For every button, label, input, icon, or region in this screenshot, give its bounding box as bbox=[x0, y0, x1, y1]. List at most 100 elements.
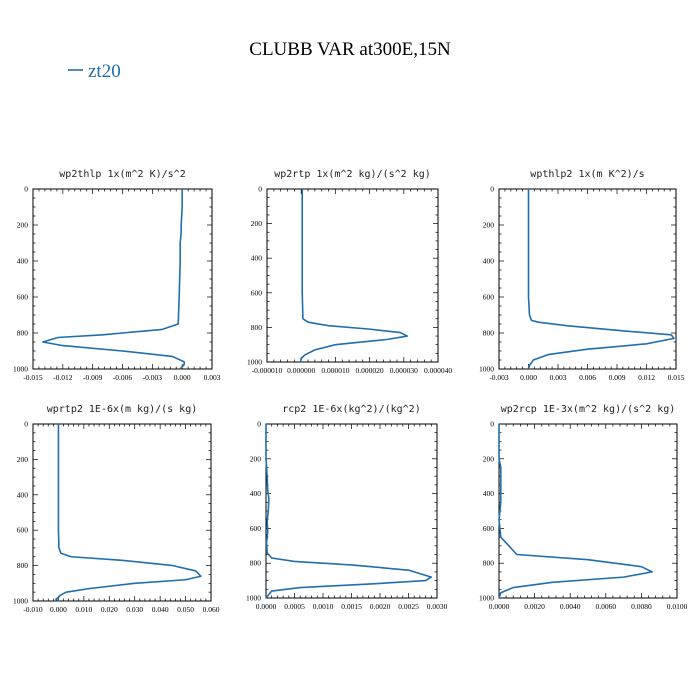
chart-panel-4: wprtp2 1E-6x(m kg)/(s kg) 0 200 400 600 800 10… bbox=[13, 404, 220, 614]
y-tick-label: 200 bbox=[251, 219, 263, 228]
x-tick-label: -0.009 bbox=[83, 373, 103, 382]
y-tick-label: 600 bbox=[483, 293, 495, 302]
x-tick-label: 0.030 bbox=[126, 605, 143, 614]
x-tick-label: 0.0030 bbox=[427, 602, 448, 611]
x-tick-label: 0.015 bbox=[668, 373, 685, 382]
panel-title: wprtp2 1E-6x(m kg)/(s kg) bbox=[47, 404, 198, 415]
y-tick-label: 0 bbox=[258, 185, 262, 194]
y-tick-label: 200 bbox=[17, 221, 29, 230]
y-tick-label: 1000 bbox=[13, 597, 28, 606]
y-tick-label: 800 bbox=[17, 329, 29, 338]
x-tick-label: 0.000010 bbox=[321, 366, 349, 375]
chart-panel-6: wp2rcp 1E-3x(m^2 kg)/(s^2 kg) 0 200 400 600 8… bbox=[479, 404, 688, 611]
plot-frame bbox=[266, 188, 439, 363]
y-tick-label: 400 bbox=[17, 257, 29, 266]
x-tick-label: 0.003 bbox=[204, 373, 221, 382]
y-tick-label: 200 bbox=[250, 454, 262, 463]
y-tick-label: 0 bbox=[24, 420, 28, 429]
chart-panel-5: rcp2 1E-6x(kg^2)/(kg^2) 0 200 400 600 800 1000… bbox=[246, 404, 448, 611]
y-tick-label: 1000 bbox=[13, 365, 28, 374]
y-tick-label: 400 bbox=[483, 489, 495, 498]
y-tick-label: 1000 bbox=[246, 594, 261, 603]
x-tick-label: 0.0040 bbox=[560, 602, 581, 611]
y-tick-label: 1000 bbox=[479, 594, 494, 603]
panel-title: wp2rcp 1E-3x(m^2 kg)/(s^2 kg) bbox=[501, 404, 676, 415]
x-tick-label: 0.0005 bbox=[284, 602, 305, 611]
y-tick-label: 600 bbox=[17, 526, 29, 535]
x-tick-label: 0.040 bbox=[152, 605, 169, 614]
chart-panel-1: wp2thlp 1x(m^2 K)/s^2 0 200 400 600 800 1000 -0… bbox=[13, 169, 221, 382]
y-tick-label: 600 bbox=[251, 288, 263, 297]
x-tick-label: 0.050 bbox=[177, 605, 194, 614]
y-tick-label: 200 bbox=[17, 455, 29, 464]
figure-title: CLUBB VAR at300E,15N bbox=[249, 39, 451, 60]
series-line-zt20 bbox=[42, 189, 185, 370]
chart-panel-2: wp2rtp 1x(m^2 kg)/(s^2 kg) 0 200 400 600 800 1… bbox=[247, 169, 452, 375]
chart-panel-3: wpthlp2 1x(m K^2)/s 0 200 400 600 800 1000-0.0… bbox=[479, 169, 685, 382]
x-tick-label: 0.000040 bbox=[424, 366, 452, 375]
legend: zt20 bbox=[68, 61, 121, 82]
x-tick-label: 0.060 bbox=[203, 605, 220, 614]
x-tick-label: -0.010 bbox=[23, 605, 43, 614]
plot-frame bbox=[498, 188, 677, 370]
x-tick-label: 0.000000 bbox=[287, 366, 315, 375]
x-tick-label: 0.0020 bbox=[524, 602, 545, 611]
y-tick-label: 600 bbox=[483, 524, 495, 533]
x-tick-label: -0.000010 bbox=[252, 366, 283, 375]
plot-frame bbox=[32, 423, 212, 602]
x-tick-label: 0.006 bbox=[579, 373, 596, 382]
panel-title: rcp2 1E-6x(kg^2)/(kg^2) bbox=[282, 404, 420, 415]
x-tick-label: -0.003 bbox=[143, 373, 163, 382]
x-tick-label: 0.0060 bbox=[595, 602, 616, 611]
x-tick-label: 0.020 bbox=[101, 605, 118, 614]
x-tick-label: 0.003 bbox=[550, 373, 567, 382]
y-tick-label: 400 bbox=[250, 489, 262, 498]
series-line-zt20 bbox=[55, 424, 202, 602]
series-line-zt20 bbox=[299, 189, 409, 363]
x-tick-label: 0.0000 bbox=[489, 602, 510, 611]
y-tick-label: 800 bbox=[17, 561, 29, 570]
y-tick-label: 0 bbox=[257, 420, 261, 429]
y-tick-label: 0 bbox=[490, 185, 494, 194]
panel-title: wpthlp2 1x(m K^2)/s bbox=[530, 169, 644, 180]
y-tick-label: 200 bbox=[483, 454, 495, 463]
x-tick-label: -0.012 bbox=[53, 373, 73, 382]
x-tick-label: 0.0000 bbox=[256, 602, 277, 611]
panel-title: wp2thlp 1x(m^2 K)/s^2 bbox=[59, 169, 185, 180]
panel-title: wp2rtp 1x(m^2 kg)/(s^2 kg) bbox=[274, 169, 431, 180]
series-line-zt20 bbox=[527, 189, 675, 370]
x-tick-label: 0.0015 bbox=[341, 602, 362, 611]
x-tick-label: -0.006 bbox=[113, 373, 133, 382]
x-tick-label: 0.012 bbox=[638, 373, 655, 382]
y-tick-label: 400 bbox=[251, 254, 263, 263]
y-tick-label: 1000 bbox=[247, 358, 262, 367]
y-tick-label: 800 bbox=[251, 323, 263, 332]
x-tick-label: 0.010 bbox=[75, 605, 92, 614]
y-tick-label: 200 bbox=[483, 221, 495, 230]
x-tick-label: -0.003 bbox=[489, 373, 509, 382]
x-tick-label: 0.000020 bbox=[356, 366, 384, 375]
y-tick-label: 400 bbox=[483, 257, 495, 266]
y-tick-label: 800 bbox=[483, 329, 495, 338]
series-line-zt20 bbox=[265, 424, 433, 599]
y-tick-label: 400 bbox=[17, 490, 29, 499]
y-tick-label: 0 bbox=[490, 420, 494, 429]
y-tick-label: 600 bbox=[17, 293, 29, 302]
x-tick-label: 0.0010 bbox=[313, 602, 334, 611]
x-tick-label: 0.009 bbox=[609, 373, 626, 382]
x-tick-label: 0.000 bbox=[520, 373, 537, 382]
series-line-zt20 bbox=[498, 424, 653, 599]
x-tick-label: 0.000 bbox=[174, 373, 191, 382]
y-tick-label: 0 bbox=[24, 185, 28, 194]
y-tick-label: 600 bbox=[250, 524, 262, 533]
x-tick-label: 0.0100 bbox=[667, 602, 688, 611]
chart-panels: wp2thlp 1x(m^2 K)/s^202004006008001000-0… bbox=[13, 169, 688, 614]
x-tick-label: 0.000030 bbox=[390, 366, 418, 375]
x-tick-label: 0.000 bbox=[50, 605, 67, 614]
x-tick-label: 0.0080 bbox=[631, 602, 652, 611]
legend-label: zt20 bbox=[88, 61, 121, 82]
x-tick-label: 0.0025 bbox=[398, 602, 419, 611]
y-tick-label: 800 bbox=[483, 559, 495, 568]
plot-frame bbox=[32, 188, 213, 370]
